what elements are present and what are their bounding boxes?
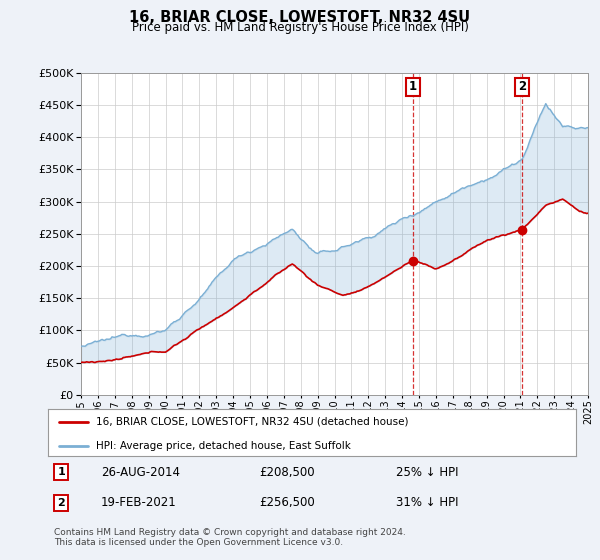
Text: 25% ↓ HPI: 25% ↓ HPI	[397, 465, 459, 479]
Text: 16, BRIAR CLOSE, LOWESTOFT, NR32 4SU (detached house): 16, BRIAR CLOSE, LOWESTOFT, NR32 4SU (de…	[95, 417, 408, 427]
Text: Contains HM Land Registry data © Crown copyright and database right 2024.
This d: Contains HM Land Registry data © Crown c…	[54, 528, 406, 547]
Text: 1: 1	[409, 81, 417, 94]
Text: HPI: Average price, detached house, East Suffolk: HPI: Average price, detached house, East…	[95, 441, 350, 451]
Text: Price paid vs. HM Land Registry's House Price Index (HPI): Price paid vs. HM Land Registry's House …	[131, 21, 469, 34]
Text: 26-AUG-2014: 26-AUG-2014	[101, 465, 180, 479]
Text: 1: 1	[58, 467, 65, 477]
Text: £256,500: £256,500	[259, 497, 315, 510]
Text: 2: 2	[58, 498, 65, 508]
Text: 16, BRIAR CLOSE, LOWESTOFT, NR32 4SU: 16, BRIAR CLOSE, LOWESTOFT, NR32 4SU	[130, 10, 470, 25]
Text: 2: 2	[518, 81, 526, 94]
Text: £208,500: £208,500	[259, 465, 315, 479]
Text: 31% ↓ HPI: 31% ↓ HPI	[397, 497, 459, 510]
Text: 19-FEB-2021: 19-FEB-2021	[101, 497, 176, 510]
